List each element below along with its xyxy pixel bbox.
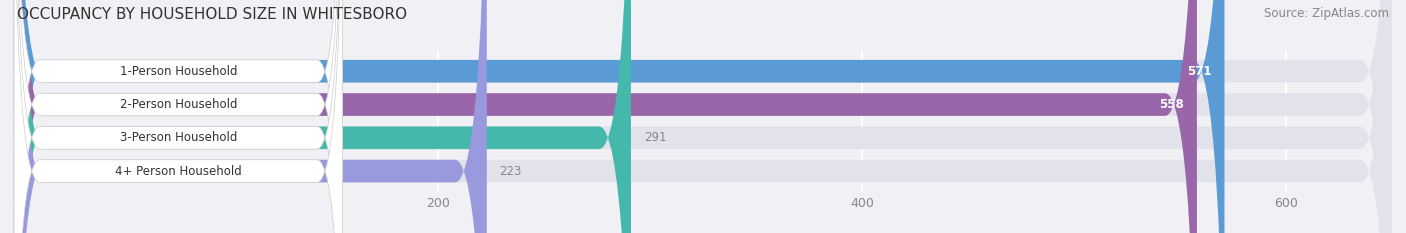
Text: 223: 223 [499, 164, 522, 178]
FancyBboxPatch shape [14, 0, 343, 233]
FancyBboxPatch shape [14, 0, 1197, 233]
FancyBboxPatch shape [14, 0, 631, 233]
FancyBboxPatch shape [14, 0, 1392, 233]
Text: 558: 558 [1160, 98, 1184, 111]
Text: OCCUPANCY BY HOUSEHOLD SIZE IN WHITESBORO: OCCUPANCY BY HOUSEHOLD SIZE IN WHITESBOR… [17, 7, 406, 22]
Text: 3-Person Household: 3-Person Household [120, 131, 238, 144]
FancyBboxPatch shape [14, 0, 343, 233]
FancyBboxPatch shape [14, 0, 1392, 233]
FancyBboxPatch shape [14, 0, 1225, 233]
FancyBboxPatch shape [14, 0, 343, 233]
Text: Source: ZipAtlas.com: Source: ZipAtlas.com [1264, 7, 1389, 20]
Text: 291: 291 [644, 131, 666, 144]
Text: 571: 571 [1187, 65, 1212, 78]
FancyBboxPatch shape [14, 0, 1392, 233]
Text: 2-Person Household: 2-Person Household [120, 98, 238, 111]
FancyBboxPatch shape [14, 0, 1392, 233]
Text: 4+ Person Household: 4+ Person Household [115, 164, 242, 178]
Text: 1-Person Household: 1-Person Household [120, 65, 238, 78]
FancyBboxPatch shape [14, 0, 343, 233]
FancyBboxPatch shape [14, 0, 486, 233]
